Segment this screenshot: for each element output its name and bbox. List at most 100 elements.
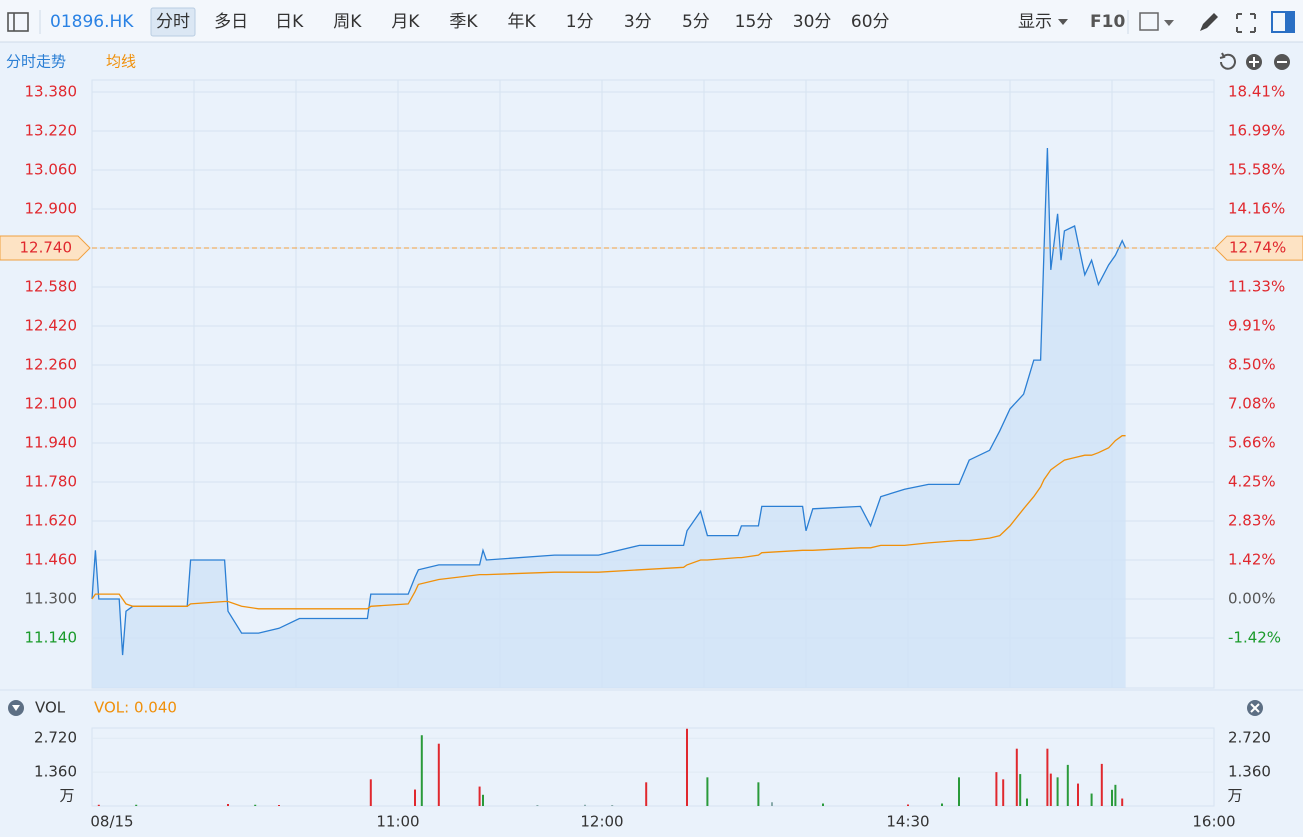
- vol-title: VOL: [35, 699, 66, 717]
- volume-bar: [1114, 784, 1117, 806]
- y-tick-label: 2.720: [34, 729, 77, 747]
- price-area: [92, 148, 1126, 688]
- price-line: [91, 147, 1127, 656]
- y2-tick-label: 2.83%: [1228, 512, 1276, 530]
- volume-bar: [482, 794, 484, 806]
- y-tick-label: 12.100: [25, 394, 78, 412]
- average-line: [91, 435, 1126, 610]
- y-tick-label: 11.460: [25, 551, 78, 569]
- tab[interactable]: 30分: [793, 12, 832, 32]
- volume-bar: [1056, 777, 1059, 806]
- y2-tick-label: 2.720: [1228, 729, 1271, 747]
- volume-bar: [278, 805, 280, 806]
- panel-icon-fill: [1285, 12, 1294, 32]
- volume-bar: [941, 803, 943, 806]
- y2-tick-label: 18.41%: [1228, 82, 1285, 100]
- volume-bar: [907, 804, 909, 806]
- tab[interactable]: 多日: [214, 12, 248, 32]
- tab[interactable]: 分时: [156, 12, 190, 32]
- y2-tick-label: 4.25%: [1228, 472, 1276, 490]
- y-tick-label: 11.940: [25, 433, 78, 451]
- unit-label: 万: [1227, 787, 1242, 805]
- tab[interactable]: 年K: [508, 12, 537, 32]
- y2-tick-label: 11.33%: [1228, 277, 1285, 295]
- dropdown-icon[interactable]: [1164, 20, 1174, 26]
- tab[interactable]: 月K: [391, 12, 420, 32]
- display-menu[interactable]: 显示: [1018, 12, 1052, 32]
- volume-bar: [1111, 789, 1113, 806]
- symbol[interactable]: 01896.HK: [50, 12, 134, 32]
- last-price-tag: [0, 235, 91, 261]
- y-tick-label: 12.420: [25, 316, 78, 334]
- f10-button[interactable]: F10: [1090, 12, 1125, 32]
- reset-icon[interactable]: [1219, 52, 1236, 70]
- sidebar-icon[interactable]: [7, 12, 29, 32]
- y-tick-label: 11.300: [25, 590, 78, 608]
- volume-bar: [1019, 774, 1022, 806]
- y-tick-label: 12.260: [25, 355, 78, 373]
- volume-bar: [97, 804, 100, 806]
- last-pct-label: 12.74%: [1229, 239, 1286, 257]
- zoom-in-plus: [1249, 57, 1259, 67]
- fullscreen-icon[interactable]: [1236, 13, 1256, 33]
- toolbar-bg: [0, 0, 1303, 42]
- y-tick-label: 13.380: [25, 82, 78, 100]
- y-tick-label: 12.580: [25, 277, 78, 295]
- unit-label: 万: [59, 787, 74, 805]
- volume-bar: [706, 777, 709, 806]
- y2-tick-label: 15.58%: [1228, 160, 1285, 178]
- tab[interactable]: 60分: [851, 12, 890, 32]
- x-tick-label: 14:30: [886, 813, 929, 831]
- y2-tick-label: 1.42%: [1228, 550, 1276, 568]
- volume-bar: [584, 804, 586, 806]
- tab[interactable]: 5分: [682, 12, 710, 32]
- vol-close-x: [1250, 703, 1260, 713]
- volume-bar: [1026, 798, 1028, 806]
- volume-bar: [478, 786, 481, 806]
- volume-bar: [1066, 764, 1069, 806]
- x-tick-label: 16:00: [1192, 813, 1235, 831]
- tab[interactable]: 季K: [449, 12, 478, 32]
- volume-bar: [686, 728, 688, 806]
- volume-bar: [536, 805, 539, 806]
- volume-bar: [1015, 748, 1018, 806]
- legend-item[interactable]: 均线: [106, 53, 136, 71]
- y-tick-label: 11.140: [25, 629, 78, 647]
- volume-bar: [1077, 783, 1079, 806]
- y2-tick-label: 8.50%: [1228, 355, 1276, 373]
- last-price-label: 12.740: [20, 238, 73, 256]
- y2-tick-label: 16.99%: [1228, 121, 1285, 139]
- y-tick-label: 13.060: [25, 160, 78, 178]
- x-tick-label: 12:00: [580, 813, 623, 831]
- vol-frame: [91, 727, 1215, 807]
- volume-bar: [1049, 773, 1052, 806]
- volume-bar: [437, 743, 440, 806]
- x-tick-label: 11:00: [376, 813, 419, 831]
- y2-tick-label: 7.08%: [1228, 394, 1276, 412]
- pen-icon[interactable]: [1200, 13, 1218, 31]
- volume-bar: [1100, 763, 1103, 806]
- volume-bar: [414, 789, 416, 806]
- volume-bar: [1121, 798, 1124, 806]
- y2-tick-label: 1.360: [1228, 763, 1271, 781]
- tab[interactable]: 3分: [624, 12, 652, 32]
- tab[interactable]: 1分: [566, 12, 594, 32]
- y-tick-label: 11.780: [25, 473, 78, 491]
- volume-bar: [420, 735, 423, 806]
- tab[interactable]: 周K: [333, 12, 362, 32]
- volume-bar: [135, 804, 138, 806]
- volume-bar: [645, 782, 648, 806]
- volume-bar: [958, 777, 960, 806]
- last-pct-tag: [1214, 235, 1303, 261]
- y-tick-label: 13.220: [25, 121, 78, 139]
- tab[interactable]: 15分: [735, 12, 774, 32]
- legend-item[interactable]: 分时走势: [6, 53, 66, 71]
- y2-tick-label: 0.00%: [1228, 590, 1276, 608]
- y-tick-label: 12.900: [25, 199, 78, 217]
- box-icon[interactable]: [1139, 12, 1159, 31]
- volume-bar: [822, 803, 824, 806]
- y2-tick-label: -1.42%: [1228, 629, 1281, 647]
- tab[interactable]: 日K: [275, 12, 304, 32]
- volume-bar: [611, 805, 614, 806]
